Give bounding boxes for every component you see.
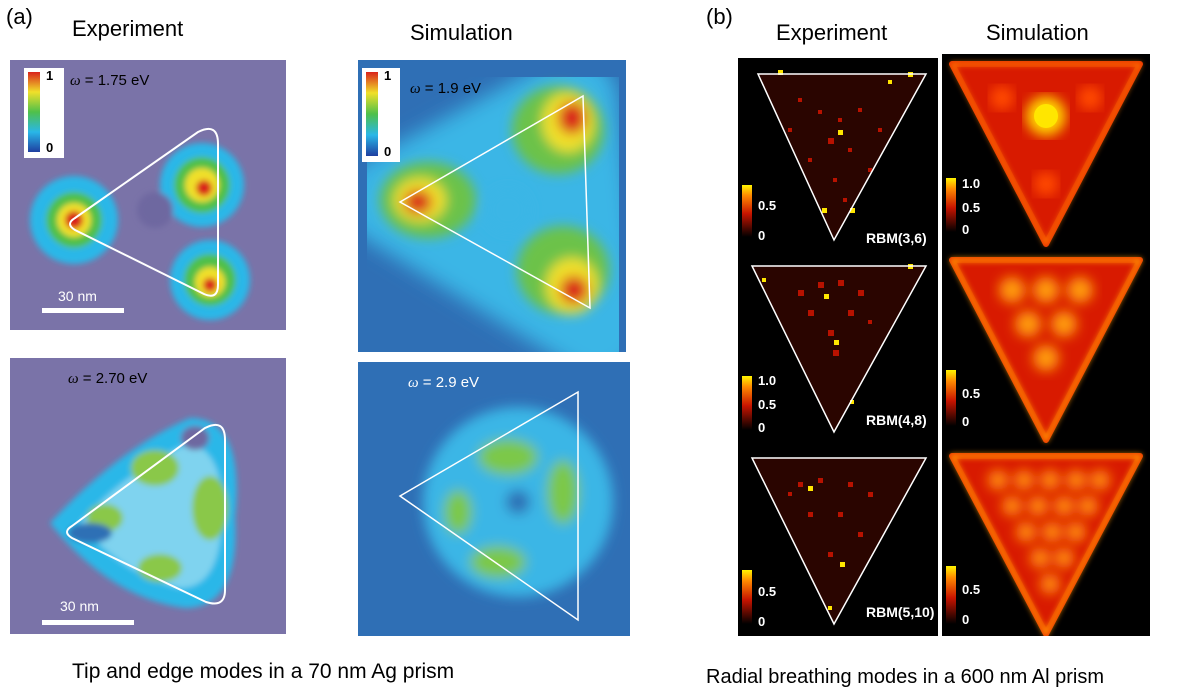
omega-label: ω = 1.75 eV — [70, 72, 150, 89]
colorbar-exp-tip: 1 0 — [24, 68, 64, 158]
sim-cb-mid-label: 0.5 — [962, 200, 981, 215]
heatmap-sim-edge — [358, 362, 630, 636]
exp-cb-bottom-label: 0 — [758, 228, 766, 243]
sim-colorbar-row2 — [946, 370, 956, 426]
colorbar-min-label: 0 — [46, 140, 54, 155]
panel-b-experiment-column — [738, 58, 938, 636]
sim-cb-bottom-label: 0 — [962, 612, 970, 627]
colorbar-min-label: 0 — [384, 144, 392, 159]
panel-a-label: (a) — [6, 4, 33, 29]
panel-b-label: (b) — [706, 4, 733, 29]
omega-label: ω = 1.9 eV — [410, 80, 482, 97]
heatmap-sim-tip — [358, 60, 630, 352]
exp-cb-bottom-label: 0 — [758, 614, 766, 629]
panel-a-simulation-title: Simulation — [410, 20, 513, 45]
colorbar-sim-tip: 1 0 — [362, 68, 400, 162]
colorbar-max-label: 1 — [384, 68, 392, 83]
exp-cb-top-label: 0.5 — [758, 198, 777, 213]
exp-colorbar-row1 — [742, 185, 752, 237]
colorbar-max-label: 1 — [46, 68, 54, 83]
panel-b-caption: Radial breathing modes in a 600 nm Al pr… — [706, 666, 1104, 688]
sim-cb-top-label: 0.5 — [962, 582, 981, 597]
rbm-label-row2: RBM(4,8) — [866, 412, 927, 428]
sim-cb-top-label: 0.5 — [962, 386, 981, 401]
exp-cb-top-label: 0.5 — [758, 584, 777, 599]
map-sim-edge-mode: ω = 2.9 eV — [358, 362, 630, 636]
panel-a-caption: Tip and edge modes in a 70 nm Ag prism — [72, 660, 455, 683]
panel-b-simulation-title: Simulation — [986, 20, 1089, 45]
omega-label: ω = 2.9 eV — [408, 374, 480, 391]
exp-rbm-maps — [750, 70, 928, 626]
sim-rbm-maps — [949, 61, 1143, 637]
omega-label: ω = 2.70 eV — [68, 370, 148, 387]
map-exp-tip-mode: 1 0 ω = 1.75 eV 30 nm — [10, 60, 286, 330]
sim-colorbar-row3 — [946, 566, 956, 624]
exp-colorbar-row3 — [742, 570, 752, 624]
map-exp-edge-mode: ω = 2.70 eV 30 nm — [10, 358, 286, 634]
sim-cb-bottom-label: 0 — [962, 222, 970, 237]
sim-colorbar-row1 — [946, 178, 956, 232]
exp-colorbar-row2 — [742, 376, 752, 430]
panel-b-experiment-title: Experiment — [776, 20, 888, 45]
rbm-label-row1: RBM(3,6) — [866, 230, 927, 246]
heatmap-exp-tip — [10, 60, 286, 330]
scale-bar-label: 30 nm — [58, 288, 97, 304]
sim-cb-top-label: 1.0 — [962, 176, 981, 191]
sim-cb-bottom-label: 0 — [962, 414, 970, 429]
panel-b-simulation-column — [942, 54, 1150, 637]
exp-cb-mid-label: 0.5 — [758, 397, 777, 412]
rbm-label-row3: RBM(5,10) — [866, 604, 935, 620]
exp-cb-top-label: 1.0 — [758, 373, 777, 388]
map-sim-tip-mode: 1 0 ω = 1.9 eV — [358, 60, 630, 352]
scale-bar-label: 30 nm — [60, 598, 99, 614]
exp-cb-bottom-label: 0 — [758, 420, 766, 435]
panel-a-experiment-title: Experiment — [72, 16, 184, 41]
heatmap-exp-edge — [10, 358, 286, 634]
